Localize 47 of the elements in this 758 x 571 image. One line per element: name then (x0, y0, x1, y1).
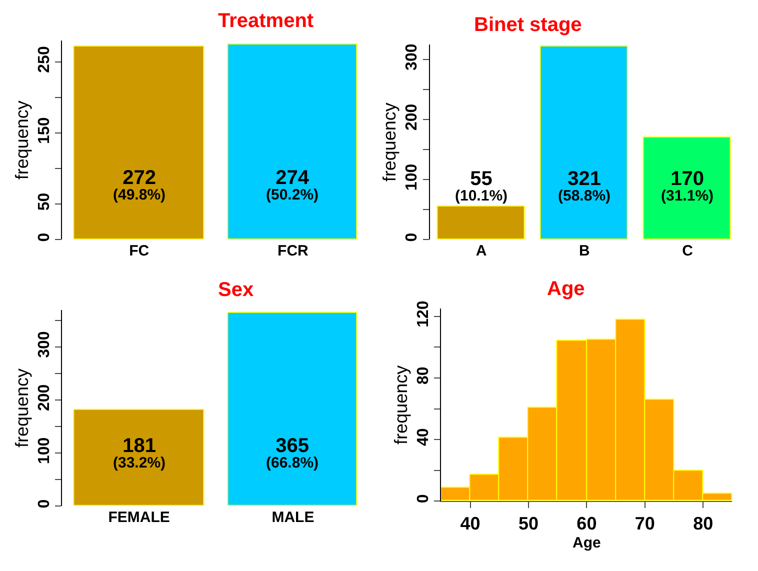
y-axis-title: frequency (12, 100, 32, 180)
x-tick-label: FCR (278, 242, 309, 260)
y-tick-label: 0 (414, 494, 432, 504)
y-tick-label: 200 (403, 104, 420, 131)
y-tick-label: 0 (36, 232, 53, 242)
y-axis-title: frequency (380, 102, 400, 182)
y-tick-label: 120 (414, 300, 432, 328)
y-tick-label: 150 (36, 117, 53, 144)
data-label: 321 (58.8%) (558, 168, 611, 205)
y-tick-label: 300 (403, 44, 420, 70)
y-tick-label: 80 (414, 366, 432, 384)
y-tick-label: 50 (36, 192, 53, 211)
y-tick-label: 0 (36, 499, 53, 508)
data-label: 365 (66.8%) (266, 435, 319, 472)
x-tick-label: FEMALE (108, 509, 170, 526)
x-tick-label: FC (129, 242, 150, 260)
chart-title: Age (547, 278, 585, 300)
data-label: 274 (50.2%) (266, 167, 319, 204)
y-tick-label: 250 (36, 46, 53, 73)
y-tick-label: 100 (403, 164, 420, 191)
y-tick-label: 300 (36, 331, 53, 358)
x-tick-label: 40 (460, 514, 480, 534)
y-axis-title: frequency (12, 368, 32, 448)
bar (642, 136, 731, 240)
x-tick-label: 60 (576, 514, 597, 534)
x-tick-label: 50 (518, 514, 538, 534)
x-tick-label: C (682, 242, 694, 260)
x-axis-title: Age (572, 534, 601, 552)
y-axis-title: frequency (390, 365, 411, 444)
x-tick-label: MALE (272, 509, 314, 526)
data-label: 181 (33.2%) (113, 435, 166, 472)
bar (436, 205, 525, 240)
y-tick-label: 40 (414, 428, 432, 446)
data-label: 272 (49.8%) (113, 167, 166, 204)
chart-title: Sex (218, 279, 254, 301)
x-tick-label: 80 (693, 514, 714, 534)
data-label: 170 (31.1%) (661, 168, 714, 205)
y-tick-label: 0 (403, 232, 420, 242)
x-tick-label: 70 (634, 514, 655, 534)
x-tick-label: A (476, 242, 487, 260)
bar (540, 45, 628, 240)
x-tick-label: B (578, 242, 590, 260)
y-tick-label: 200 (36, 384, 53, 411)
chart-title: Binet stage (474, 14, 582, 36)
data-label: 55 (10.1%) (455, 168, 508, 205)
y-tick-label: 100 (36, 437, 53, 464)
chart-title: Treatment (218, 10, 314, 32)
